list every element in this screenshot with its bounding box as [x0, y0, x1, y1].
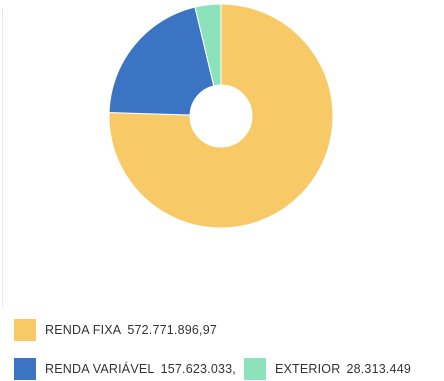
left-border-rule — [2, 8, 3, 308]
legend-value-exterior: 28.313.449 — [346, 362, 412, 376]
legend-value-renda-fixa: 572.771.896,97 — [127, 323, 218, 337]
donut-slice-exterior[interactable] — [194, 3, 222, 87]
legend-label-renda-variavel: RENDA VARIÁVEL — [45, 362, 155, 376]
legend-label-exterior: EXTERIOR — [274, 362, 341, 376]
legend-swatch-exterior — [243, 358, 266, 380]
donut-chart — [108, 3, 334, 229]
legend-swatch-renda-fixa — [14, 319, 36, 341]
legend-row-1: RENDA FIXA 572.771.896,97 — [14, 318, 225, 342]
legend-item-exterior[interactable]: EXTERIOR 28.313.449 — [243, 358, 412, 380]
legend-item-renda-variavel[interactable]: RENDA VARIÁVEL 157.623.033, — [14, 358, 236, 380]
legend-row-2: RENDA VARIÁVEL 157.623.033, EXTERIOR 28.… — [14, 357, 419, 381]
legend-item-renda-fixa[interactable]: RENDA FIXA 572.771.896,97 — [14, 319, 217, 341]
legend-label-renda-fixa: RENDA FIXA — [45, 323, 122, 337]
donut-slice-renda-fixa[interactable] — [108, 3, 334, 229]
legend-swatch-renda-variavel — [14, 358, 36, 380]
legend-value-renda-variavel: 157.623.033, — [160, 362, 236, 376]
donut-slice-renda-variavel[interactable] — [108, 6, 215, 116]
